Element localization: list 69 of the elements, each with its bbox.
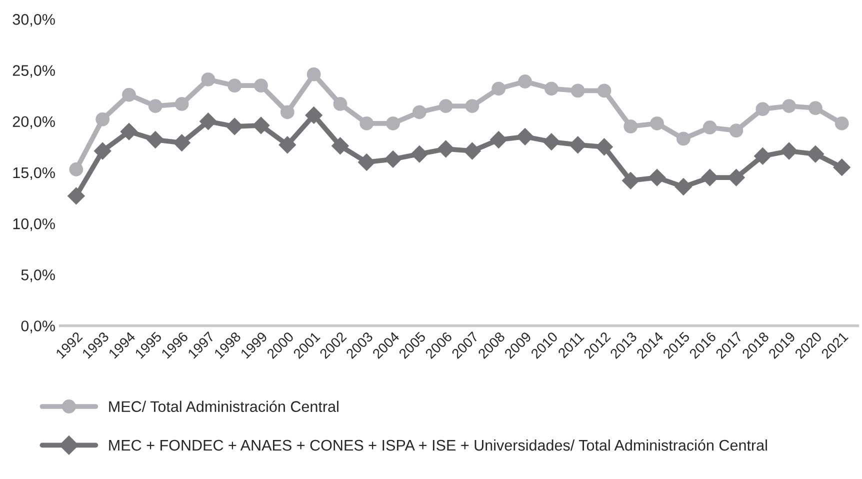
point	[756, 102, 770, 116]
y-tick-label: 20,0%	[12, 116, 55, 129]
point	[650, 116, 664, 130]
y-tick-label: 0,0%	[21, 320, 55, 334]
point	[333, 97, 348, 111]
point	[492, 82, 506, 96]
point	[386, 116, 400, 130]
legend-label: MEC/ Total Administración Central	[109, 400, 338, 412]
point	[674, 178, 692, 196]
point	[490, 131, 508, 148]
point	[622, 172, 640, 190]
point	[228, 78, 242, 93]
point	[782, 99, 796, 113]
point	[358, 154, 376, 171]
point	[518, 74, 532, 88]
legend-label: MEC + FONDEC + ANAES + CONES + ISPA + ISE + Universidades/ Total Administración Central	[109, 439, 767, 451]
point	[806, 145, 824, 163]
point	[438, 99, 453, 113]
point	[780, 142, 798, 160]
point	[596, 138, 613, 156]
point	[94, 142, 112, 160]
point	[701, 169, 718, 186]
point	[833, 158, 850, 176]
point	[120, 123, 138, 140]
point	[280, 105, 294, 120]
point	[702, 120, 717, 134]
y-tick-label: 10,0%	[13, 218, 55, 232]
point	[437, 140, 454, 158]
point	[96, 112, 110, 126]
point	[332, 137, 349, 154]
point	[68, 187, 85, 204]
point	[201, 72, 216, 86]
point	[808, 101, 822, 116]
y-tick-label: 5,0%	[21, 269, 55, 282]
point	[200, 112, 217, 130]
point	[148, 99, 162, 113]
point	[254, 78, 268, 93]
point	[173, 134, 190, 152]
point	[252, 116, 270, 134]
point	[146, 131, 164, 148]
point	[676, 132, 690, 146]
point	[542, 133, 560, 150]
point	[306, 67, 321, 82]
point	[69, 162, 84, 176]
point	[516, 128, 534, 146]
point	[278, 136, 296, 154]
point	[569, 136, 586, 154]
point	[754, 148, 772, 165]
point	[384, 150, 402, 168]
point	[464, 142, 481, 160]
y-tick-label: 15,0%	[13, 167, 55, 180]
point	[360, 116, 374, 130]
y-tick-label: 30,0%	[12, 14, 55, 27]
point	[729, 124, 744, 138]
point	[834, 116, 849, 130]
point	[465, 99, 480, 113]
point	[305, 106, 322, 124]
point	[174, 97, 189, 111]
y-tick-label: 25,0%	[12, 65, 55, 78]
point	[648, 169, 666, 186]
point	[597, 84, 612, 98]
point	[412, 105, 426, 120]
point	[122, 88, 136, 102]
point	[226, 118, 244, 136]
point	[624, 120, 638, 134]
point	[570, 84, 585, 98]
point	[410, 145, 428, 163]
point	[544, 82, 558, 96]
point	[728, 169, 745, 186]
